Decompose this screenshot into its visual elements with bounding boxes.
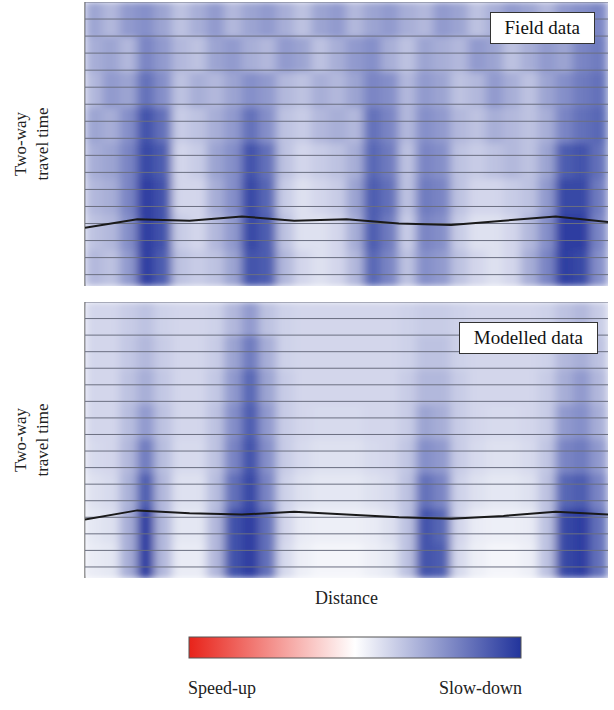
svg-text:Two-way: Two-way — [11, 408, 30, 472]
html-text:Slow-down: Slow-down — [439, 678, 522, 698]
svg-text:travel time: travel time — [33, 107, 52, 180]
html-text:Field data: Field data — [504, 17, 580, 38]
html-text:Distance: Distance — [315, 588, 378, 608]
html-text:Modelled data: Modelled data — [473, 327, 583, 348]
svg-text:travel time: travel time — [33, 403, 52, 476]
html-text:Speed-up: Speed-up — [188, 678, 256, 698]
svg-text:Two-way: Two-way — [11, 112, 30, 176]
